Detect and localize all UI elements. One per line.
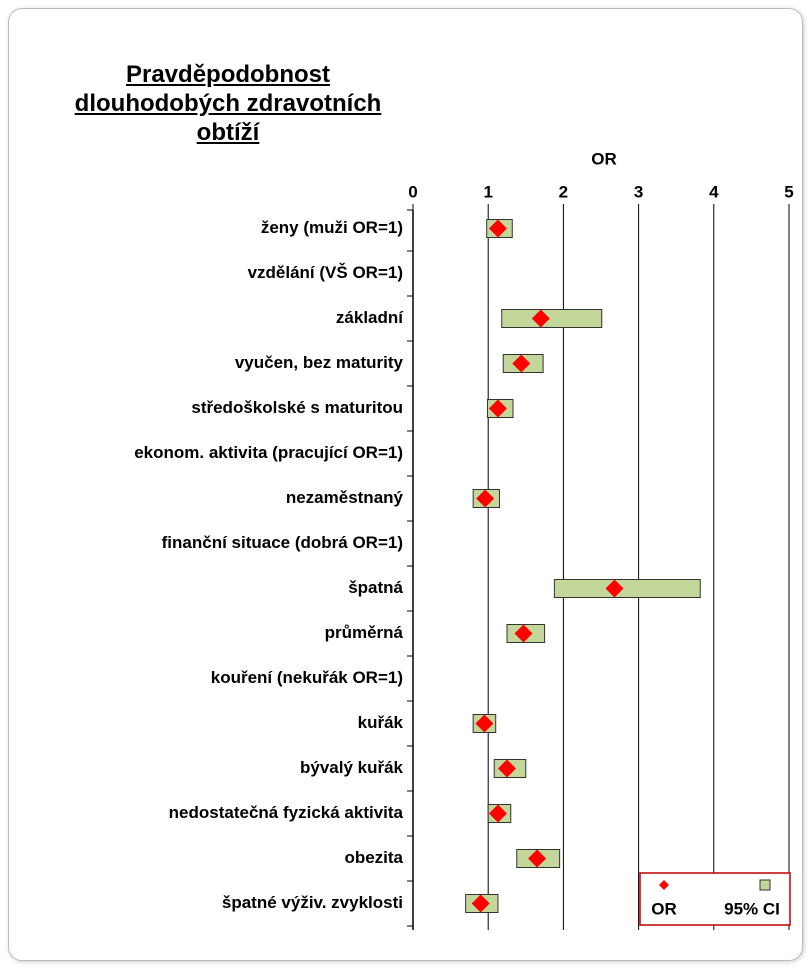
y-tick-label: finanční situace (dobrá OR=1) xyxy=(162,533,403,552)
or-marker xyxy=(528,849,547,868)
ci-box xyxy=(553,579,701,598)
y-tick-label: středoškolské s maturitou xyxy=(191,398,403,417)
legend-or-swatch xyxy=(659,880,669,890)
y-tick-label: ženy (muži OR=1) xyxy=(261,218,403,237)
or-marker xyxy=(488,804,507,823)
or-marker xyxy=(475,714,494,733)
legend-or: OR xyxy=(651,899,677,918)
chart-title: Pravděpodobnost dlouhodobých zdravotních… xyxy=(74,61,382,146)
x-tick-label: 4 xyxy=(709,182,719,201)
y-tick-label: nezaměstnaný xyxy=(286,488,404,507)
or-marker xyxy=(605,579,624,598)
y-tick-label: kouření (nekuřák OR=1) xyxy=(211,668,403,687)
or-marker xyxy=(498,759,516,778)
x-tick-label: 5 xyxy=(784,182,793,201)
or-marker xyxy=(476,489,495,508)
or-marker xyxy=(488,219,507,238)
y-tick-label: vyučen, bez maturity xyxy=(235,353,404,372)
y-tick-label: kuřák xyxy=(358,713,404,732)
or-marker xyxy=(512,354,531,373)
x-tick-label: 1 xyxy=(483,182,492,201)
y-tick-label: vzdělání (VŠ OR=1) xyxy=(248,263,403,282)
x-axis-label: OR xyxy=(591,149,617,168)
or-marker xyxy=(488,399,507,418)
or-marker xyxy=(531,309,550,328)
legend-ci: 95% CI xyxy=(724,899,780,918)
y-tick-label: špatná xyxy=(348,578,403,597)
ci-box xyxy=(501,309,603,328)
y-tick-label: obezita xyxy=(344,848,403,867)
y-tick-label: průměrná xyxy=(325,623,404,642)
x-tick-label: 0 xyxy=(408,182,417,201)
or-marker xyxy=(471,894,490,913)
legend-ci-swatch xyxy=(759,879,771,891)
or-marker xyxy=(514,624,533,643)
y-tick-label: bývalý kuřák xyxy=(300,758,404,777)
x-tick-label: 3 xyxy=(634,182,643,201)
y-tick-label: špatné výživ. zvyklosti xyxy=(222,893,403,912)
slide-frame xyxy=(8,8,803,961)
y-tick-label: základní xyxy=(336,308,404,327)
y-tick-label: ekonom. aktivita (pracující OR=1) xyxy=(134,443,403,462)
y-tick-label: nedostatečná fyzická aktivita xyxy=(169,803,404,822)
x-tick-label: 2 xyxy=(559,182,568,201)
